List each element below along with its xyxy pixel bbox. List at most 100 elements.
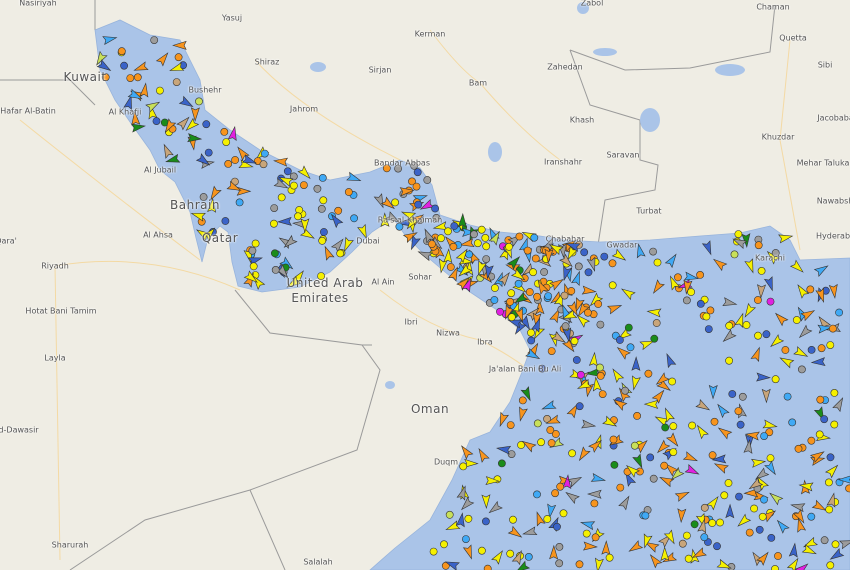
vessel-circle-icon[interactable] — [561, 322, 570, 331]
vessel-circle-icon[interactable] — [594, 300, 603, 308]
vessel-circle-icon[interactable] — [515, 232, 524, 241]
vessel-arrow-icon[interactable] — [321, 245, 335, 261]
vessel-arrow-icon[interactable] — [768, 334, 785, 350]
vessel-arrow-icon[interactable] — [747, 477, 764, 492]
vessel-circle-icon[interactable] — [704, 325, 713, 333]
vessel-arrow-icon[interactable] — [408, 235, 421, 251]
vessel-circle-icon[interactable] — [574, 262, 583, 271]
vessel-circle-icon[interactable] — [826, 453, 835, 462]
vessel-arrow-icon[interactable] — [586, 256, 598, 272]
vessel-circle-icon[interactable] — [807, 345, 816, 354]
vessel-arrow-icon[interactable] — [627, 540, 644, 555]
vessel-circle-icon[interactable] — [117, 47, 126, 56]
vessel-arrow-icon[interactable] — [795, 283, 810, 299]
vessel-arrow-icon[interactable] — [485, 476, 501, 486]
vessel-circle-icon[interactable] — [845, 484, 850, 493]
vessel-arrow-icon[interactable] — [735, 513, 752, 529]
vessel-circle-icon[interactable] — [496, 307, 504, 316]
vessel-circle-icon[interactable] — [220, 127, 229, 136]
vessel-circle-icon[interactable] — [610, 460, 619, 469]
vessel-circle-icon[interactable] — [126, 74, 135, 82]
vessel-arrow-icon[interactable] — [658, 532, 674, 548]
vessel-circle-icon[interactable] — [524, 553, 533, 561]
vessel-circle-icon[interactable] — [410, 161, 418, 170]
vessel-arrow-icon[interactable] — [514, 560, 531, 570]
vessel-arrow-icon[interactable] — [654, 413, 670, 428]
vessel-arrow-icon[interactable] — [346, 171, 362, 184]
vessel-circle-icon[interactable] — [825, 505, 834, 514]
vessel-circle-icon[interactable] — [547, 347, 556, 355]
vessel-arrow-icon[interactable] — [788, 542, 799, 558]
vessel-arrow-icon[interactable] — [241, 154, 258, 167]
vessel-arrow-icon[interactable] — [590, 472, 606, 485]
vessel-circle-icon[interactable] — [231, 156, 239, 164]
vessel-arrow-icon[interactable] — [195, 153, 212, 168]
vessel-circle-icon[interactable] — [481, 517, 490, 526]
vessel-arrow-icon[interactable] — [567, 474, 583, 488]
vessel-arrow-icon[interactable] — [711, 454, 727, 464]
vessel-arrow-icon[interactable] — [443, 248, 453, 264]
vessel-arrow-icon[interactable] — [797, 324, 813, 340]
vessel-circle-icon[interactable] — [336, 249, 345, 258]
vessel-circle-icon[interactable] — [728, 390, 737, 398]
vessel-arrow-icon[interactable] — [663, 529, 677, 545]
vessel-arrow-icon[interactable] — [694, 423, 709, 440]
vessel-arrow-icon[interactable] — [697, 518, 709, 534]
vessel-arrow-icon[interactable] — [734, 312, 747, 328]
vessel-circle-icon[interactable] — [590, 499, 599, 508]
vessel-arrow-icon[interactable] — [380, 212, 390, 227]
vessel-arrow-icon[interactable] — [828, 283, 839, 299]
vessel-circle-icon[interactable] — [319, 196, 328, 205]
vessel-circle-icon[interactable] — [771, 565, 779, 570]
vessel-arrow-icon[interactable] — [756, 372, 771, 382]
vessel-circle-icon[interactable] — [464, 514, 473, 523]
vessel-circle-icon[interactable] — [678, 539, 687, 548]
vessel-circle-icon[interactable] — [798, 365, 806, 374]
vessel-arrow-icon[interactable] — [792, 508, 808, 525]
vessel-circle-icon[interactable] — [683, 531, 691, 540]
vessel-circle-icon[interactable] — [674, 273, 682, 282]
vessel-arrow-icon[interactable] — [328, 212, 344, 229]
vessel-circle-icon[interactable] — [551, 489, 559, 498]
vessel-arrow-icon[interactable] — [419, 199, 435, 213]
vessel-arrow-icon[interactable] — [535, 279, 549, 295]
vessel-arrow-icon[interactable] — [273, 157, 289, 167]
vessel-arrow-icon[interactable] — [800, 307, 816, 322]
vessel-arrow-icon[interactable] — [207, 197, 217, 213]
vessel-circle-icon[interactable] — [577, 370, 585, 379]
vessel-circle-icon[interactable] — [653, 258, 662, 267]
vessel-circle-icon[interactable] — [608, 259, 617, 268]
vessel-arrow-icon[interactable] — [583, 541, 598, 551]
vessel-circle-icon[interactable] — [195, 97, 203, 106]
vessel-circle-icon[interactable] — [570, 337, 579, 345]
vessel-circle-icon[interactable] — [423, 176, 432, 184]
vessel-arrow-icon[interactable] — [421, 228, 435, 244]
vessel-circle-icon[interactable] — [626, 343, 635, 352]
vessel-arrow-icon[interactable] — [532, 312, 542, 328]
vessel-circle-icon[interactable] — [391, 198, 399, 207]
vessel-arrow-icon[interactable] — [778, 232, 794, 244]
vessel-arrow-icon[interactable] — [514, 307, 527, 323]
vessel-arrow-icon[interactable] — [761, 388, 771, 404]
vessel-arrow-icon[interactable] — [620, 286, 636, 301]
vessel-circle-icon[interactable] — [427, 240, 436, 248]
vessel-arrow-icon[interactable] — [297, 165, 313, 181]
vessel-circle-icon[interactable] — [517, 441, 525, 449]
vessel-circle-icon[interactable] — [235, 198, 244, 207]
vessel-circle-icon[interactable] — [596, 371, 605, 380]
vessel-arrow-icon[interactable] — [546, 503, 557, 519]
vessel-arrow-icon[interactable] — [564, 245, 579, 261]
vessel-circle-icon[interactable] — [413, 168, 422, 177]
vessel-arrow-icon[interactable] — [667, 275, 681, 291]
vessel-arrow-icon[interactable] — [455, 247, 470, 264]
vessel-circle-icon[interactable] — [825, 478, 833, 487]
vessel-arrow-icon[interactable] — [190, 210, 206, 222]
vessel-circle-icon[interactable] — [259, 160, 268, 169]
vessel-circle-icon[interactable] — [294, 212, 302, 221]
vessel-arrow-icon[interactable] — [491, 549, 506, 565]
vessel-circle-icon[interactable] — [600, 252, 609, 261]
vessel-circle-icon[interactable] — [584, 308, 592, 317]
vessel-arrow-icon[interactable] — [282, 234, 298, 251]
vessel-circle-icon[interactable] — [710, 417, 719, 426]
